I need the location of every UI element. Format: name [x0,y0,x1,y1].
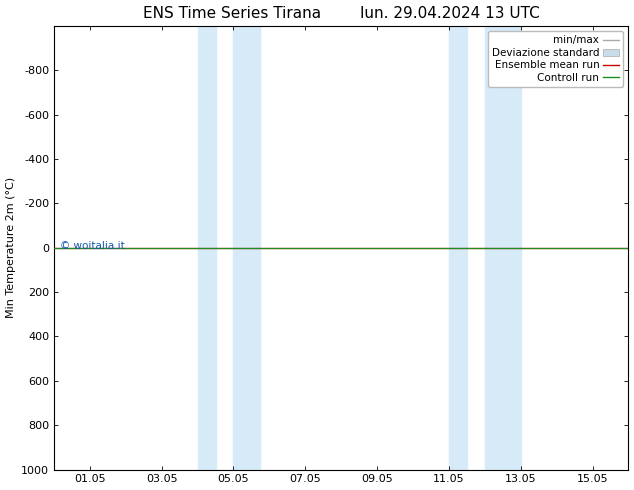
Bar [449,26,467,469]
Bar [485,26,521,469]
Legend: min/max, Deviazione standard, Ensemble mean run, Controll run: min/max, Deviazione standard, Ensemble m… [488,31,623,87]
Title: ENS Time Series Tirana        lun. 29.04.2024 13 UTC: ENS Time Series Tirana lun. 29.04.2024 1… [143,5,540,21]
Bar [233,26,261,469]
Text: © woitalia.it: © woitalia.it [60,241,124,250]
Bar [198,26,216,469]
Y-axis label: Min Temperature 2m (°C): Min Temperature 2m (°C) [6,177,16,318]
